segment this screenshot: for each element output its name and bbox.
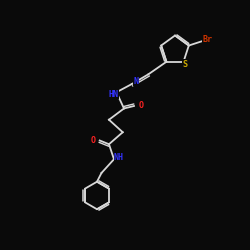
Text: HN: HN [108, 90, 118, 99]
Text: N: N [134, 77, 138, 86]
Text: O: O [138, 102, 143, 110]
Text: O: O [91, 136, 96, 145]
Text: Br: Br [202, 35, 212, 44]
Text: NH: NH [114, 154, 124, 162]
Text: S: S [182, 60, 187, 69]
